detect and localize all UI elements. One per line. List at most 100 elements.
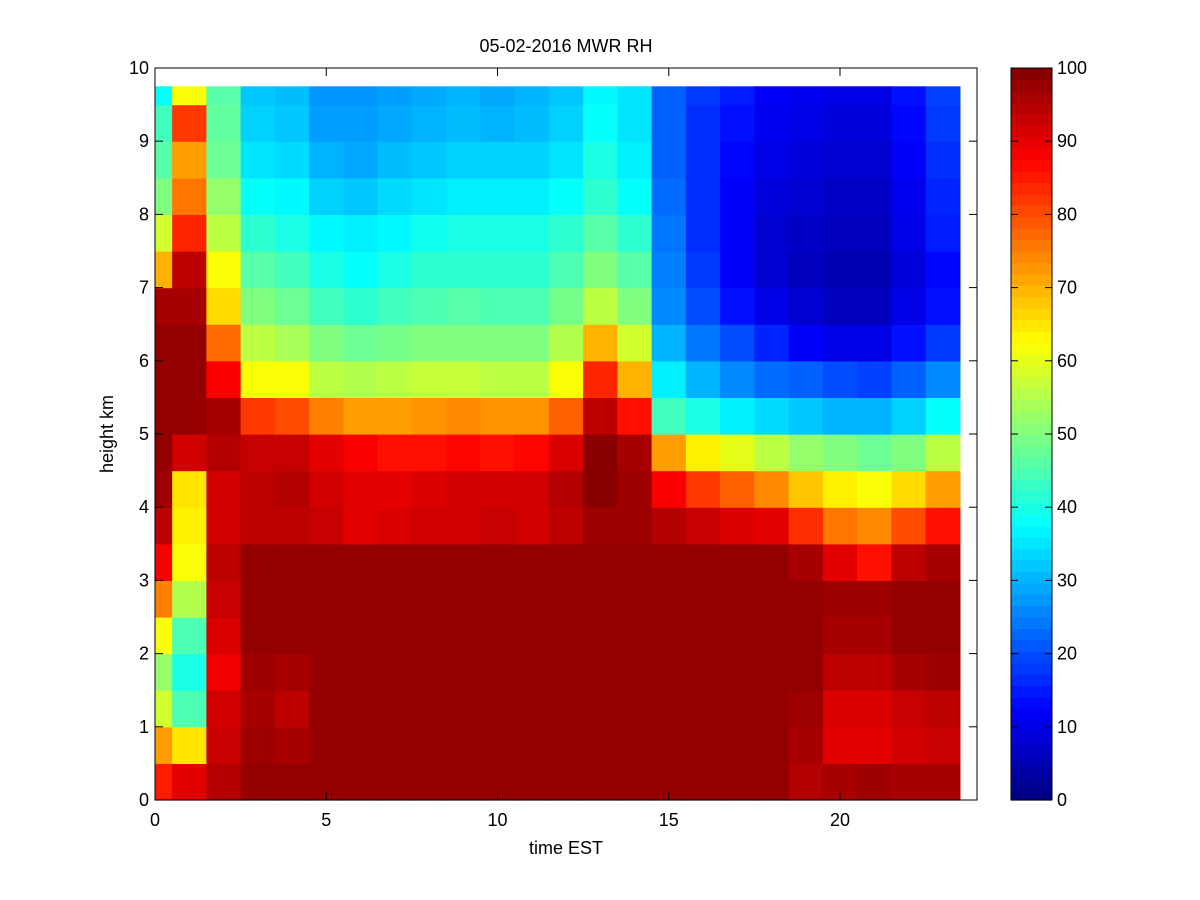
heatmap-cell [343, 177, 379, 215]
heatmap-cell [446, 690, 481, 728]
heatmap-cell [206, 763, 242, 801]
heatmap-cell [857, 653, 892, 691]
heatmap-cell [172, 543, 207, 581]
x-tick-label: 20 [830, 810, 850, 830]
heatmap-cell [583, 287, 618, 325]
chart-title: 05-02-2016 MWR RH [479, 36, 652, 56]
heatmap-cell [172, 653, 207, 691]
heatmap-cell [377, 251, 413, 289]
heatmap-cell [514, 726, 550, 764]
heatmap-cell [891, 543, 927, 581]
heatmap-cell [377, 104, 413, 142]
heatmap-cell [343, 287, 379, 325]
heatmap-cell [617, 580, 653, 618]
heatmap-cell [274, 214, 310, 252]
heatmap-cell [172, 434, 207, 472]
y-tick-label: 8 [139, 204, 149, 224]
heatmap-cell [788, 324, 824, 362]
heatmap-cell [754, 470, 790, 508]
heatmap-cell [411, 214, 447, 252]
colorbar-swatch [1011, 216, 1052, 229]
heatmap-cell [617, 214, 653, 252]
heatmap-cell [480, 543, 516, 581]
colorbar-swatch [1011, 376, 1052, 389]
heatmap-cell [480, 177, 516, 215]
heatmap-cell [377, 690, 413, 728]
heatmap-cell [411, 86, 447, 106]
heatmap-cell [377, 397, 413, 435]
heatmap-cell [583, 141, 618, 179]
colorbar-swatch [1011, 582, 1052, 595]
heatmap-cell [925, 726, 961, 764]
heatmap-cell [377, 141, 413, 179]
heatmap-cell [925, 543, 961, 581]
heatmap-cell [548, 470, 584, 508]
heatmap-cell [925, 360, 961, 398]
colorbar-swatch [1011, 353, 1052, 366]
colorbar-swatch [1011, 777, 1052, 790]
heatmap-cell [411, 434, 447, 472]
heatmap-cell [720, 763, 755, 801]
colorbar-swatch [1011, 182, 1052, 195]
heatmap-cell [617, 726, 653, 764]
heatmap-cell [651, 470, 687, 508]
heatmap-cell [857, 397, 892, 435]
heatmap-cell [720, 653, 755, 691]
heatmap-cell [788, 617, 824, 655]
heatmap-cell [583, 86, 618, 106]
heatmap-cell [206, 397, 242, 435]
heatmap-cell [925, 434, 961, 472]
colorbar-swatch [1011, 331, 1052, 344]
heatmap-cell [583, 214, 618, 252]
heatmap-cell [309, 617, 344, 655]
heatmap-cell [274, 324, 310, 362]
heatmap-cell [240, 324, 276, 362]
heatmap-cell [754, 617, 790, 655]
heatmap-cell [480, 653, 516, 691]
heatmap-cell [685, 104, 721, 142]
heatmap-cell [788, 470, 824, 508]
heatmap-cell [172, 251, 207, 289]
heatmap-cell [822, 726, 858, 764]
heatmap-cell [720, 287, 755, 325]
colorbar-swatch [1011, 388, 1052, 401]
heatmap-cell [720, 580, 755, 618]
colorbar-swatch [1011, 193, 1052, 206]
heatmap-cell [548, 324, 584, 362]
heatmap-cell [274, 397, 310, 435]
heatmap-cell [617, 653, 653, 691]
heatmap-cell [155, 434, 173, 472]
colorbar-swatch [1011, 308, 1052, 321]
heatmap-cell [480, 690, 516, 728]
heatmap-cell [309, 690, 344, 728]
heatmap-cell [411, 543, 447, 581]
heatmap-cell [583, 360, 618, 398]
heatmap-cell [155, 507, 173, 545]
heatmap-cell [651, 214, 687, 252]
heatmap-cell [377, 214, 413, 252]
heatmap-cell [925, 580, 961, 618]
heatmap-cell [206, 470, 242, 508]
heatmap-cell [788, 287, 824, 325]
heatmap-cell [617, 507, 653, 545]
heatmap-cell [377, 287, 413, 325]
colorbar-swatch [1011, 479, 1052, 492]
heatmap-cell [411, 251, 447, 289]
colorbar-tick-label: 50 [1057, 424, 1077, 444]
heatmap-cell [617, 690, 653, 728]
heatmap-cell [754, 580, 790, 618]
heatmap-cell [172, 104, 207, 142]
heatmap-cell [617, 397, 653, 435]
colorbar-swatch [1011, 605, 1052, 618]
heatmap-cell [583, 507, 618, 545]
heatmap-cell [309, 543, 344, 581]
heatmap-cell [309, 104, 344, 142]
heatmap-cell [240, 507, 276, 545]
colorbar-swatch [1011, 651, 1052, 664]
heatmap-cell [548, 763, 584, 801]
heatmap-cell [685, 360, 721, 398]
heatmap-cell [172, 580, 207, 618]
colorbar-swatch [1011, 788, 1052, 801]
heatmap-cell [685, 653, 721, 691]
heatmap-cell [822, 507, 858, 545]
